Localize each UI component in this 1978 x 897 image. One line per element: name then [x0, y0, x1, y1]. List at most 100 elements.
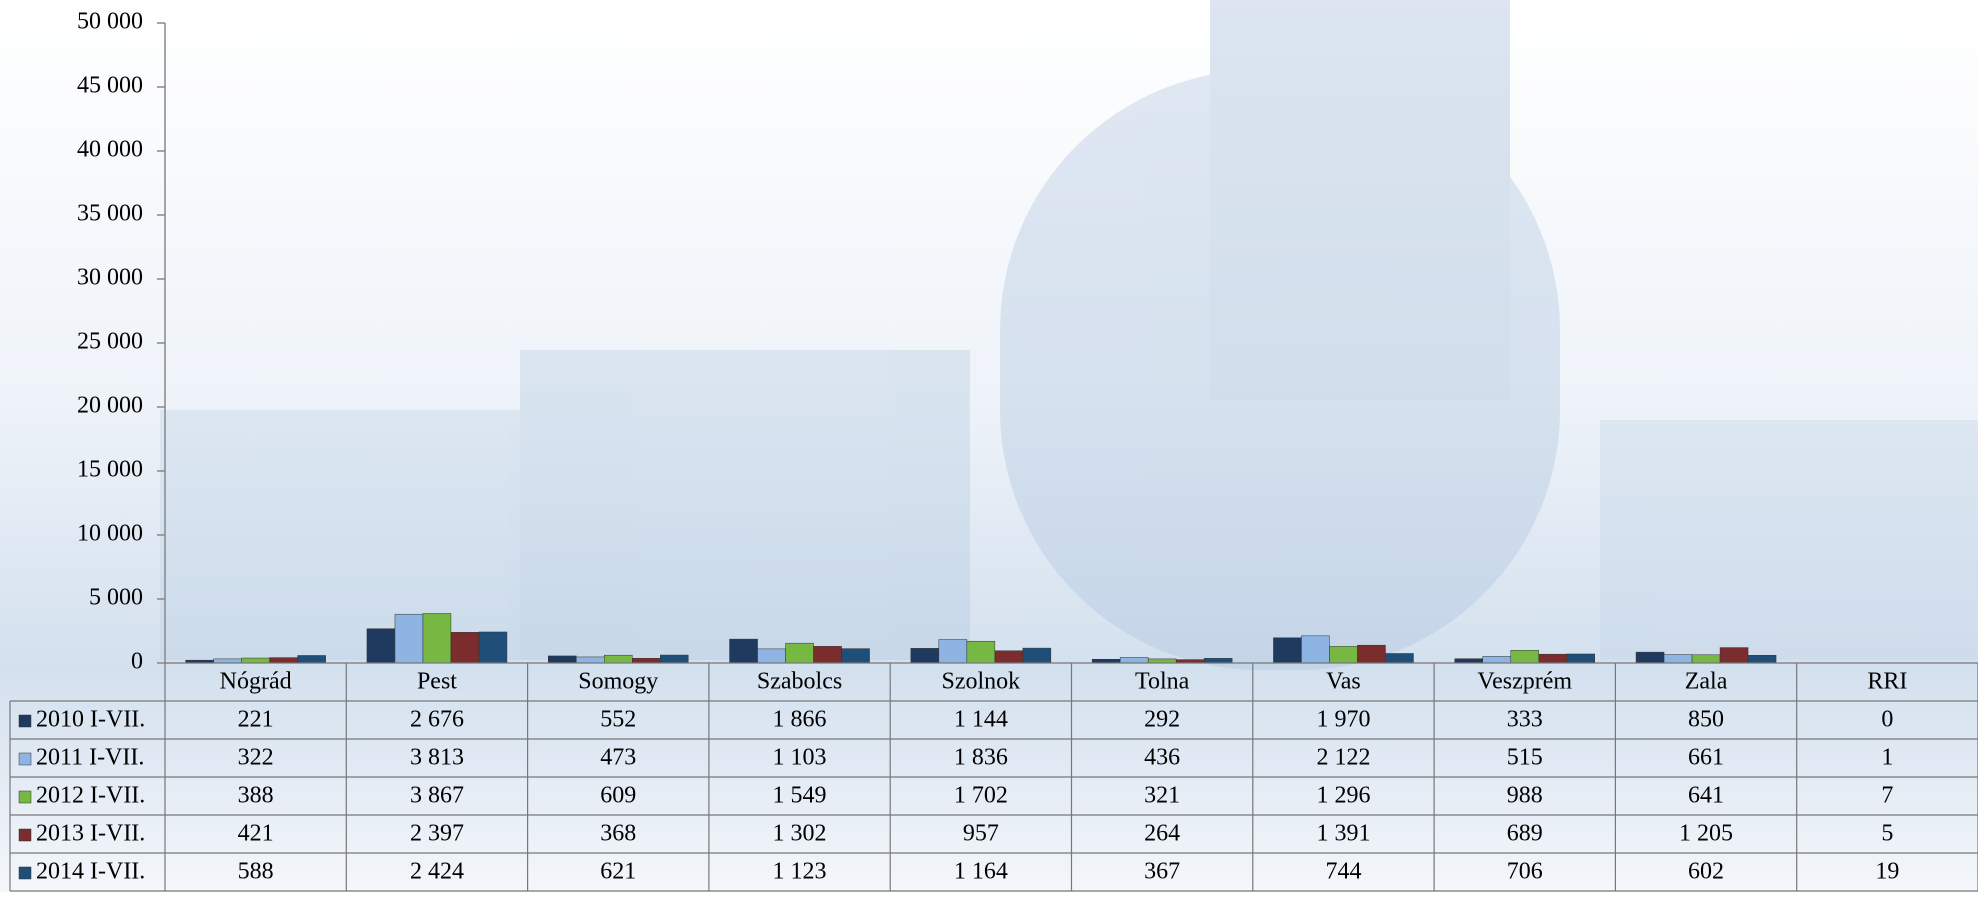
- bar: [1748, 655, 1776, 663]
- bar: [786, 643, 814, 663]
- legend-swatch: [19, 715, 31, 727]
- category-label: Szabolcs: [757, 669, 842, 695]
- table-value: 515: [1507, 745, 1543, 771]
- legend-label: 2013 I-VII.: [36, 821, 145, 847]
- legend-label: 2010 I-VII.: [36, 707, 145, 733]
- table-value: 1 970: [1316, 707, 1370, 733]
- legend-swatch: [19, 791, 31, 803]
- category-label: Veszprém: [1477, 669, 1572, 695]
- bar: [1148, 659, 1176, 663]
- table-value: 602: [1688, 859, 1724, 885]
- legend-label: 2014 I-VII.: [36, 859, 145, 885]
- bar: [1539, 654, 1567, 663]
- bar: [479, 632, 507, 663]
- category-label: Somogy: [578, 669, 658, 695]
- bar: [367, 629, 395, 663]
- y-tick-label: 30 000: [77, 265, 143, 291]
- table-value: 7: [1881, 783, 1893, 809]
- bar: [1636, 652, 1664, 663]
- y-tick-label: 25 000: [77, 329, 143, 355]
- table-value: 1 123: [773, 859, 827, 885]
- table-value: 689: [1507, 821, 1543, 847]
- bar: [214, 659, 242, 663]
- bar: [604, 655, 632, 663]
- bar: [1483, 656, 1511, 663]
- bar: [270, 658, 298, 663]
- y-tick-label: 40 000: [77, 137, 143, 163]
- bar: [911, 648, 939, 663]
- table-value: 368: [600, 821, 636, 847]
- table-value: 1 103: [773, 745, 827, 771]
- bar: [632, 658, 660, 663]
- table-value: 1 144: [954, 707, 1008, 733]
- bar: [576, 657, 604, 663]
- bar: [1455, 659, 1483, 663]
- y-tick-label: 10 000: [77, 521, 143, 547]
- y-tick-label: 20 000: [77, 393, 143, 419]
- table-value: 1 302: [773, 821, 827, 847]
- legend-swatch: [19, 829, 31, 841]
- table-value: 421: [238, 821, 274, 847]
- table-value: 3 813: [410, 745, 464, 771]
- table-value: 1 866: [773, 707, 827, 733]
- table-value: 5: [1881, 821, 1893, 847]
- bar: [1301, 636, 1329, 663]
- category-label: Tolna: [1135, 669, 1190, 695]
- table-value: 388: [238, 783, 274, 809]
- table-value: 292: [1144, 707, 1180, 733]
- bar: [842, 649, 870, 663]
- bar: [1567, 654, 1595, 663]
- bar: [1273, 638, 1301, 663]
- table-value: 1 549: [773, 783, 827, 809]
- legend-swatch: [19, 867, 31, 879]
- bar: [1357, 645, 1385, 663]
- y-tick-label: 35 000: [77, 201, 143, 227]
- y-tick-label: 15 000: [77, 457, 143, 483]
- bar: [995, 651, 1023, 663]
- bar: [1720, 648, 1748, 663]
- table-value: 19: [1875, 859, 1899, 885]
- y-tick-label: 50 000: [77, 9, 143, 35]
- category-label: Vas: [1326, 669, 1361, 695]
- bar: [1120, 657, 1148, 663]
- table-value: 473: [600, 745, 636, 771]
- bar: [1385, 653, 1413, 663]
- category-label: Szolnok: [942, 669, 1021, 695]
- bar: [1664, 655, 1692, 663]
- table-value: 988: [1507, 783, 1543, 809]
- table-value: 322: [238, 745, 274, 771]
- category-label: Nógrád: [220, 669, 292, 695]
- table-value: 609: [600, 783, 636, 809]
- bar: [242, 658, 270, 663]
- table-value: 2 424: [410, 859, 464, 885]
- y-tick-label: 5 000: [89, 585, 143, 611]
- table-value: 621: [600, 859, 636, 885]
- bar: [814, 646, 842, 663]
- y-tick-label: 45 000: [77, 73, 143, 99]
- table-value: 264: [1144, 821, 1180, 847]
- table-value: 1 296: [1316, 783, 1370, 809]
- table-value: 367: [1144, 859, 1180, 885]
- table-value: 850: [1688, 707, 1724, 733]
- bar: [1204, 658, 1232, 663]
- category-label: RRI: [1867, 669, 1907, 695]
- legend-label: 2012 I-VII.: [36, 783, 145, 809]
- table-value: 552: [600, 707, 636, 733]
- table-value: 1 164: [954, 859, 1008, 885]
- bar: [298, 655, 326, 663]
- bar: [395, 614, 423, 663]
- bar: [939, 639, 967, 663]
- y-tick-label: 0: [131, 649, 143, 675]
- bar: [758, 649, 786, 663]
- table-value: 321: [1144, 783, 1180, 809]
- bar: [1511, 650, 1539, 663]
- bar: [660, 655, 688, 663]
- table-value: 1 391: [1316, 821, 1370, 847]
- table-value: 2 676: [410, 707, 464, 733]
- table-value: 706: [1507, 859, 1543, 885]
- table-value: 436: [1144, 745, 1180, 771]
- bar: [967, 641, 995, 663]
- bar: [548, 656, 576, 663]
